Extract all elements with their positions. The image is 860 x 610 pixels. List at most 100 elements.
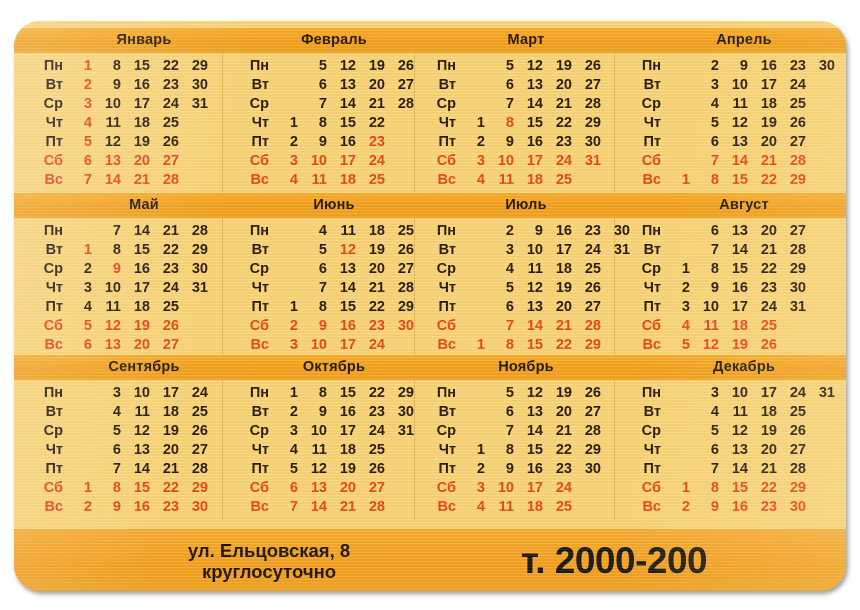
day-cell-empty [661,241,690,260]
day-cell: 25 [162,299,179,315]
day-cell: 10 [104,280,121,296]
day-cell: 15 [339,299,356,315]
day-cell: 4 [83,115,92,131]
day-cell: 16 [133,261,150,277]
day-cell: 22 [162,480,179,496]
weekday-row: Пт 7 14 21 28 [634,460,835,479]
weekday-row: Пт 7 14 21 28 [36,460,208,479]
day-cell: 27 [162,153,179,169]
quarter-header-band: Январь Февраль Март Апрель [14,28,846,53]
day-cell: 11 [105,115,121,131]
month-block: Пн 3 10 17 24 Вт 4 11 18 25 Ср 5 12 19 26 Чт 6 13 20 27 Пт 7 1… [36,384,208,517]
weekday-row: Чт 3 10 17 24 31 [36,279,208,298]
weekday-row: Сб 6 13 20 27 [36,152,208,171]
weekday-label: Чт [438,115,456,131]
weekday-row: Вс 7 14 21 28 [36,171,208,190]
day-cell: 11 [703,318,719,334]
day-cell: 9 [505,461,514,477]
day-cell: 11 [498,499,514,515]
day-cell: 10 [133,385,150,401]
day-cell: 8 [318,385,327,401]
day-cell: 4 [289,442,298,458]
day-cell: 12 [526,58,543,74]
day-cell: 23 [162,77,179,93]
weekday-row: Вт 6 13 20 27 [242,76,414,95]
day-cell: 21 [339,499,356,515]
day-cell: 9 [112,77,121,93]
weekday-row: Пт 2 9 16 23 30 [429,460,601,479]
weekday-row: Пт 3 10 17 24 31 [634,298,806,317]
day-cell: 28 [584,318,601,334]
weekday-label: Вт [643,404,661,420]
month-block: Пн 1 8 15 22 29 Вт 2 9 16 23 30 Ср 3 10 17 24 31 Чт 4 11 18 25… [242,384,414,517]
day-cell: 13 [731,223,748,239]
day-cell: 28 [584,96,601,112]
day-cell: 25 [760,318,777,334]
day-cell: 12 [731,423,748,439]
weekday-label: Сб [436,318,456,334]
weekday-row: Пн 3 10 17 24 [36,384,208,403]
weekday-row: Пн 5 12 19 26 [242,57,414,76]
day-cell: 9 [112,499,121,515]
day-cell: 27 [162,337,179,353]
weekday-row: Пт 6 13 20 27 [634,133,835,152]
day-cell: 30 [584,461,601,477]
day-cell: 12 [104,134,121,150]
day-cell: 18 [339,442,356,458]
day-cell: 15 [526,337,543,353]
day-cell: 5 [289,461,298,477]
day-cell: 7 [505,423,514,439]
day-cell: 7 [318,96,327,112]
weekday-label: Пн [249,58,269,74]
day-cell: 6 [318,77,327,93]
day-cell: 5 [318,242,327,258]
weekday-label: Вт [438,242,456,258]
weekday-row: Ср 5 12 19 26 [36,422,208,441]
day-cell: 18 [339,172,356,188]
day-cell: 26 [584,58,601,74]
day-cell: 18 [760,404,777,420]
column-separator [222,53,223,193]
day-cell: 8 [710,172,719,188]
day-cell: 26 [760,337,777,353]
calendar-card: Январь Февраль Март Апрель Пн 1 8 15 22 29 Вт 2 9 16 2… [14,21,846,591]
weekday-label: Вт [643,77,661,93]
day-cell: 27 [584,299,601,315]
weekday-row: Ср 4 11 18 25 [634,95,835,114]
day-cell: 28 [191,223,208,239]
day-cell: 29 [584,337,601,353]
day-cell-empty [179,114,208,133]
day-cell-empty [269,57,298,76]
day-cell: 14 [731,242,748,258]
weekday-row: Пн 3 10 17 24 31 [634,384,835,403]
weekday-row: Пт 2 9 16 23 [242,133,414,152]
weekday-label: Ср [641,96,661,112]
weekday-row: Ср 4 11 18 25 [429,260,630,279]
day-cell-empty [269,260,298,279]
weekday-label: Ср [436,423,456,439]
weekday-label: Вс [44,172,63,188]
day-cell: 25 [397,223,414,239]
day-cell-empty [806,133,835,152]
day-cell: 20 [368,77,385,93]
day-cell: 24 [162,280,179,296]
day-cell: 13 [310,480,327,496]
weekday-row: Пн 1 8 15 22 29 [36,57,208,76]
weekday-label: Пт [438,299,456,315]
day-cell: 7 [112,461,121,477]
day-cell-empty [661,152,690,171]
weekday-row: Сб 3 10 17 24 [242,152,414,171]
weekday-label: Чт [438,280,456,296]
weekday-label: Вт [438,404,456,420]
weekday-row: Вт 3 10 17 24 [634,76,835,95]
day-cell: 27 [789,134,806,150]
day-cell: 9 [710,280,719,296]
day-cell: 22 [555,442,572,458]
day-cell: 29 [191,480,208,496]
day-cell: 6 [83,153,92,169]
day-cell: 3 [289,337,298,353]
month-grid: Пн 5 12 19 26 Вт 6 13 20 27 Ср 7 14 21 28 Чт 1 8 15 22 Пт 2 9 1… [242,57,414,190]
weekday-row: Чт 2 9 16 23 30 [634,279,806,298]
day-cell-empty [63,222,92,241]
day-cell: 16 [731,280,748,296]
